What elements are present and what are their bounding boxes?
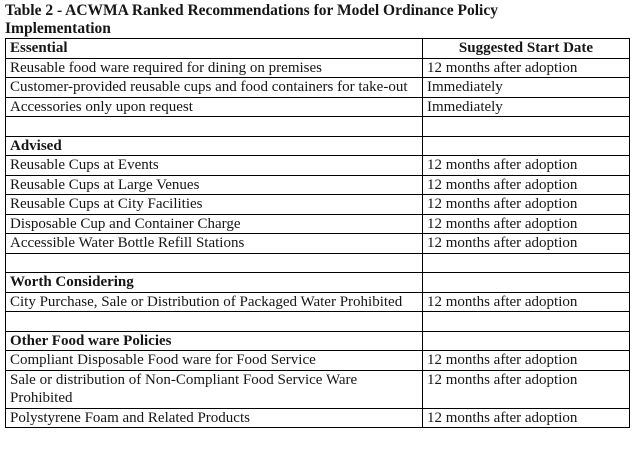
- policy-recommendations-table: Essential Suggested Start Date Reusable …: [5, 38, 630, 428]
- policy-cell: Customer-provided reusable cups and food…: [5, 77, 423, 98]
- start-date-cell: 12 months after adoption: [422, 213, 630, 234]
- section-header-row-other-food-ware: Other Food ware Policies: [5, 330, 630, 351]
- policy-cell: [5, 116, 423, 137]
- table-row: Reusable Cups at Large Venues 12 months …: [5, 174, 630, 195]
- policy-cell: Reusable Cups at Large Venues: [5, 174, 423, 195]
- section-title-cell: Other Food ware Policies: [5, 330, 423, 351]
- spacer-row: [5, 311, 630, 332]
- start-date-cell: 12 months after adoption: [422, 174, 630, 195]
- start-date-cell: [422, 252, 630, 273]
- policy-cell: Accessible Water Bottle Refill Stations: [5, 233, 423, 254]
- policy-cell: Polystyrene Foam and Related Products: [5, 407, 423, 428]
- spacer-row: [5, 252, 630, 273]
- policy-cell: Reusable Cups at City Facilities: [5, 194, 423, 215]
- column-header-start-date: Suggested Start Date: [422, 38, 630, 59]
- spacer-row: [5, 116, 630, 137]
- table-row: Accessible Water Bottle Refill Stations …: [5, 233, 630, 254]
- policy-cell: Accessories only upon request: [5, 96, 423, 117]
- table-title: Table 2 - ACWMA Ranked Recommendations f…: [5, 2, 498, 37]
- table-header-row: Essential Suggested Start Date: [5, 38, 630, 59]
- start-date-cell: 12 months after adoption: [422, 369, 630, 409]
- start-date-cell: 12 months after adoption: [422, 194, 630, 215]
- start-date-cell: 12 months after adoption: [422, 155, 630, 176]
- section-title-cell: Advised: [5, 135, 423, 156]
- start-date-cell: 12 months after adoption: [422, 57, 630, 78]
- table-row: Sale or distribution of Non-Compliant Fo…: [5, 369, 630, 409]
- policy-cell: [5, 252, 423, 273]
- start-date-cell: Immediately: [422, 77, 630, 98]
- table-row: Compliant Disposable Food ware for Food …: [5, 350, 630, 371]
- start-date-cell: [422, 272, 630, 293]
- table-row: Customer-provided reusable cups and food…: [5, 77, 630, 98]
- column-header-essential: Essential: [5, 38, 423, 59]
- policy-cell: Disposable Cup and Container Charge: [5, 213, 423, 234]
- table-row: Disposable Cup and Container Charge 12 m…: [5, 213, 630, 234]
- table-row: Reusable Cups at City Facilities 12 mont…: [5, 194, 630, 215]
- start-date-cell: [422, 330, 630, 351]
- section-header-row-advised: Advised: [5, 135, 630, 156]
- table-row: Polystyrene Foam and Related Products 12…: [5, 407, 630, 428]
- table-row: Accessories only upon request Immediatel…: [5, 96, 630, 117]
- table-row: Reusable Cups at Events 12 months after …: [5, 155, 630, 176]
- start-date-cell: [422, 311, 630, 332]
- policy-cell: Reusable Cups at Events: [5, 155, 423, 176]
- policy-cell: Reusable food ware required for dining o…: [5, 57, 423, 78]
- table-row: Reusable food ware required for dining o…: [5, 57, 630, 78]
- start-date-cell: 12 months after adoption: [422, 407, 630, 428]
- section-title-cell: Worth Considering: [5, 272, 423, 293]
- start-date-cell: Immediately: [422, 96, 630, 117]
- start-date-cell: 12 months after adoption: [422, 350, 630, 371]
- start-date-cell: [422, 135, 630, 156]
- policy-cell: [5, 311, 423, 332]
- start-date-cell: [422, 116, 630, 137]
- policy-cell: City Purchase, Sale or Distribution of P…: [5, 291, 423, 312]
- start-date-cell: 12 months after adoption: [422, 233, 630, 254]
- table-row: City Purchase, Sale or Distribution of P…: [5, 291, 630, 312]
- policy-cell: Sale or distribution of Non-Compliant Fo…: [5, 369, 423, 409]
- section-header-row-worth-considering: Worth Considering: [5, 272, 630, 293]
- policy-cell: Compliant Disposable Food ware for Food …: [5, 350, 423, 371]
- start-date-cell: 12 months after adoption: [422, 291, 630, 312]
